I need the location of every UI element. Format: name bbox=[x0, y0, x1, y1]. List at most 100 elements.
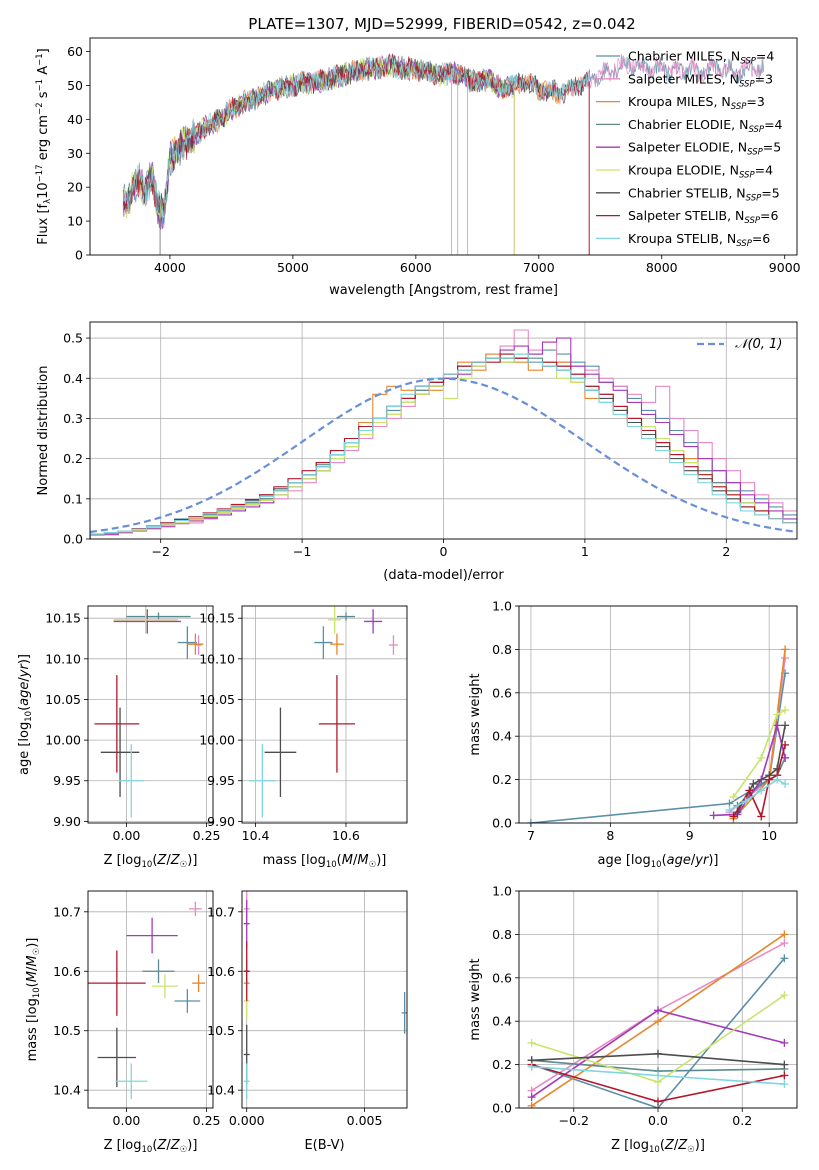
tick-label-x: 5000 bbox=[277, 260, 309, 275]
label-part: Z bbox=[156, 853, 167, 868]
tick-label-x: 0.00 bbox=[113, 828, 141, 843]
tick-label-y: 0.6 bbox=[492, 970, 512, 985]
tick-label-x: 7 bbox=[527, 828, 535, 843]
tick-label-x: 8 bbox=[606, 828, 614, 843]
tick-label-y: 10.4 bbox=[53, 1083, 81, 1098]
tick-label-x: 0.25 bbox=[193, 1113, 221, 1128]
tick-label-x: 6000 bbox=[400, 260, 432, 275]
y-axis-label-text: Normed distribution bbox=[36, 366, 51, 496]
tick-label-x: 4000 bbox=[154, 260, 186, 275]
tick-label-y: 10.5 bbox=[207, 1023, 235, 1038]
error-bars bbox=[243, 891, 407, 1100]
label-part: SSP bbox=[746, 193, 762, 203]
label-part: M bbox=[342, 853, 353, 868]
tick-label-y: 9.95 bbox=[207, 773, 235, 788]
label-part: Chabrier STELIB, N bbox=[628, 185, 746, 200]
histogram-step bbox=[90, 353, 797, 539]
tick-label-x: 2 bbox=[722, 544, 730, 559]
series-line bbox=[732, 744, 786, 820]
label-part: =5 bbox=[763, 140, 781, 155]
tick-label-x: −0.2 bbox=[559, 1113, 589, 1128]
tick-label-x: 10 bbox=[761, 828, 777, 843]
label-part: SSP bbox=[747, 148, 763, 158]
label-part: 10 bbox=[24, 711, 34, 722]
label-part: ( bbox=[152, 1138, 157, 1153]
label-part: 10 bbox=[649, 1145, 660, 1155]
error-bars bbox=[94, 606, 204, 818]
label-part: Salpeter MILES, N bbox=[628, 71, 739, 86]
axes-frame bbox=[241, 890, 408, 1109]
tick-label-y: 0.0 bbox=[492, 1101, 512, 1116]
label-part: −2 bbox=[35, 102, 45, 115]
mass-weight-vs-metallicity-panel: −0.2 0.0 0.2 0.0 0.2 0.4 0.6 0.8 1.0 mass weight Z… bbox=[468, 884, 798, 1155]
y-axis-label: mass weight bbox=[468, 958, 483, 1040]
tick-label-y: 0.4 bbox=[492, 729, 512, 744]
label-part: Z bbox=[170, 853, 181, 868]
error-bars bbox=[88, 901, 205, 1100]
label-part: yr bbox=[17, 663, 32, 679]
label-part: )] bbox=[25, 938, 40, 948]
label-part: / bbox=[674, 1138, 679, 1153]
label-part: / bbox=[166, 1138, 171, 1153]
normal-curve bbox=[90, 377, 797, 534]
series-lines bbox=[526, 645, 790, 823]
tick-label-y: 10 bbox=[67, 214, 83, 229]
label-part: / bbox=[691, 853, 696, 868]
label-part: age [log bbox=[17, 722, 32, 775]
tick-label-y: 10.15 bbox=[199, 611, 235, 626]
label-part: s bbox=[36, 91, 51, 102]
spectrum-line bbox=[122, 54, 589, 227]
y-axis-label: mass [log10(M/M☉)] bbox=[25, 938, 42, 1062]
label-part: ( bbox=[17, 706, 32, 711]
y-axis-label-text: mass weight bbox=[468, 958, 483, 1040]
label-part: −17 bbox=[35, 164, 45, 182]
tick-label-y: 0.3 bbox=[63, 411, 83, 426]
tick-label-x: 8000 bbox=[646, 260, 678, 275]
label-part: SSP bbox=[744, 216, 760, 226]
series-lines bbox=[527, 930, 789, 1108]
tick-label-x: 0 bbox=[440, 544, 448, 559]
tick-label-x: 0.005 bbox=[347, 1113, 383, 1128]
label-part: ☉ bbox=[369, 860, 377, 870]
tick-label-y: 10.10 bbox=[45, 651, 81, 666]
age-vs-mass-panel: 10.4 10.6 9.90 9.95 10.00 10.05 10.10 10.15 mass… bbox=[199, 605, 408, 870]
tick-label-y: 10.5 bbox=[53, 1023, 81, 1038]
y-axis-label-text: mass [log10(M/M☉)] bbox=[25, 938, 42, 1062]
label-part: =3 bbox=[746, 94, 764, 109]
legend-entry: Kroupa STELIB, NSSP=6 bbox=[628, 231, 770, 249]
legend-entry: 𝒩(0, 1) bbox=[735, 337, 782, 352]
y-axis-label-text: mass weight bbox=[468, 673, 483, 755]
tick-label-x: 9 bbox=[686, 828, 694, 843]
label-part: 10 bbox=[142, 860, 153, 870]
label-part: 10 bbox=[651, 860, 662, 870]
label-part: ☉ bbox=[180, 1145, 188, 1155]
label-part: Salpeter ELODIE, N bbox=[628, 140, 747, 155]
tick-label-y: 0.2 bbox=[492, 1057, 512, 1072]
mass-vs-ebv-panel: 0.000 0.005 10.4 10.5 10.6 10.7 E(B-V) bbox=[207, 890, 408, 1153]
label-part: Z bbox=[170, 1138, 181, 1153]
x-axis-label: wavelength [Angstrom, rest frame] bbox=[329, 283, 558, 298]
tick-label-y: 0.5 bbox=[63, 331, 83, 346]
label-part: ] bbox=[36, 48, 51, 53]
label-part: ( bbox=[25, 982, 40, 987]
x-axis-label: E(B-V) bbox=[304, 1138, 344, 1153]
axes-frame bbox=[87, 605, 214, 824]
series-line bbox=[732, 649, 786, 820]
tick-label-x: 0.00 bbox=[113, 1113, 141, 1128]
label-part: mass [log bbox=[263, 853, 326, 868]
label-part: SSP bbox=[740, 57, 756, 67]
label-part: Salpeter STELIB, N bbox=[628, 208, 744, 223]
label-part: =6 bbox=[760, 208, 778, 223]
axes-frame bbox=[89, 37, 798, 256]
label-part: −1 bbox=[35, 79, 45, 92]
label-part: / bbox=[25, 966, 40, 971]
axes-frame bbox=[241, 605, 408, 824]
tick-label-x: 0.2 bbox=[732, 1113, 752, 1128]
label-part: Z bbox=[677, 1138, 688, 1153]
axes-frame bbox=[89, 321, 798, 540]
label-part: 10 bbox=[326, 860, 337, 870]
legend-entry: Chabrier STELIB, NSSP=5 bbox=[628, 185, 780, 203]
label-part: M bbox=[357, 853, 368, 868]
label-part: 10 bbox=[36, 182, 51, 199]
